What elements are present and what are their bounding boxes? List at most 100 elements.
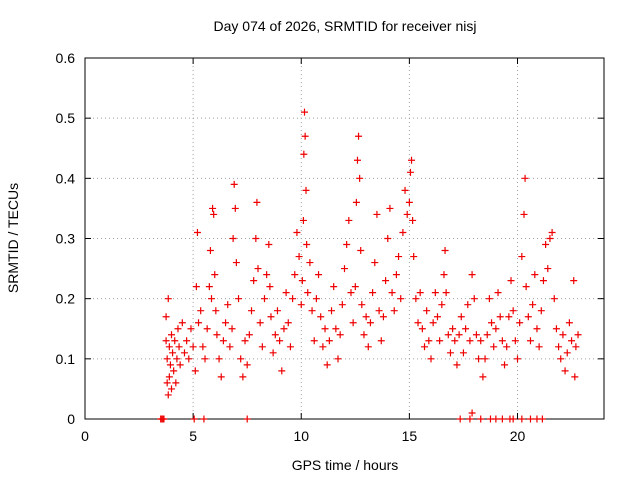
- data-point: [436, 337, 444, 345]
- data-point: [557, 355, 565, 363]
- plot-area-frame: [84, 57, 605, 420]
- data-point: [514, 355, 521, 363]
- data-point: [371, 259, 379, 267]
- y-tick-label: 0.6: [56, 50, 76, 66]
- data-point: [382, 277, 390, 285]
- data-point: [239, 373, 247, 381]
- data-point: [325, 337, 333, 345]
- data-point: [241, 337, 249, 345]
- data-point: [423, 307, 431, 315]
- data-point: [168, 385, 175, 393]
- data-point: [526, 337, 534, 345]
- data-point: [338, 301, 346, 309]
- data-point: [451, 337, 459, 345]
- data-point: [298, 277, 306, 285]
- data-point: [509, 307, 517, 315]
- data-point: [297, 301, 305, 309]
- data-point: [397, 295, 405, 303]
- data-point: [312, 295, 320, 303]
- data-point: [416, 289, 424, 297]
- data-point: [574, 331, 582, 339]
- data-point: [522, 283, 530, 291]
- data-point: [431, 289, 439, 297]
- data-point: [386, 204, 394, 212]
- data-point: [538, 415, 546, 423]
- x-tick-label: 5: [189, 428, 197, 444]
- data-point: [414, 319, 422, 327]
- data-point: [217, 373, 225, 381]
- data-point: [213, 331, 221, 339]
- data-point: [537, 307, 545, 315]
- data-point: [531, 271, 539, 279]
- data-point: [401, 186, 409, 194]
- data-point: [477, 415, 485, 423]
- data-point: [539, 277, 547, 285]
- data-point: [175, 343, 183, 351]
- data-point: [205, 283, 213, 291]
- data-point: [232, 259, 240, 267]
- data-point: [518, 253, 526, 261]
- data-point: [237, 355, 245, 363]
- data-point: [180, 349, 188, 357]
- data-point: [219, 337, 227, 345]
- data-point: [160, 415, 168, 423]
- x-tick-label: 0: [81, 428, 89, 444]
- data-point: [248, 307, 256, 315]
- data-point: [235, 295, 243, 303]
- data-point: [266, 283, 274, 291]
- data-point: [253, 198, 261, 206]
- data-point: [172, 379, 180, 387]
- data-point: [492, 325, 500, 333]
- data-point: [303, 241, 311, 249]
- data-point: [183, 337, 191, 345]
- data-point: [466, 415, 474, 423]
- y-tick-label: 0.1: [56, 351, 76, 367]
- data-point: [300, 108, 308, 116]
- data-point: [572, 343, 580, 351]
- data-point: [468, 271, 476, 279]
- data-point: [355, 132, 363, 140]
- data-point: [191, 367, 199, 375]
- data-point: [197, 307, 205, 315]
- data-point: [170, 367, 178, 375]
- data-point: [498, 415, 506, 423]
- data-point: [373, 210, 381, 218]
- data-point: [263, 271, 271, 279]
- data-point: [548, 228, 556, 236]
- data-point: [446, 349, 454, 357]
- data-point: [565, 319, 573, 327]
- data-point: [302, 186, 310, 194]
- data-point: [269, 349, 277, 357]
- data-point: [425, 337, 433, 345]
- data-point: [193, 228, 201, 236]
- data-point: [165, 343, 173, 351]
- data-point: [168, 331, 175, 339]
- data-point: [293, 228, 301, 236]
- y-tick-label: 0.4: [56, 170, 76, 186]
- data-point: [559, 331, 567, 339]
- data-point: [412, 295, 420, 303]
- data-point: [406, 168, 414, 176]
- data-point: [379, 313, 387, 321]
- data-point: [488, 319, 496, 327]
- data-point: [384, 235, 392, 242]
- data-point: [166, 361, 174, 369]
- data-point: [163, 355, 171, 363]
- data-point: [462, 325, 470, 333]
- data-point: [399, 228, 407, 236]
- data-point: [171, 337, 179, 345]
- data-point: [526, 415, 534, 423]
- data-point: [358, 301, 366, 309]
- data-point: [164, 391, 172, 399]
- data-points: [157, 108, 582, 423]
- data-point: [300, 150, 308, 158]
- data-point: [533, 325, 541, 333]
- data-point: [357, 247, 365, 255]
- data-point: [299, 216, 307, 224]
- data-point: [479, 373, 487, 381]
- data-point: [284, 319, 292, 327]
- tick-labels: 0 0.1 0.2 0.3 0.4 0.5 0.6 0 5 10 15 20: [56, 50, 526, 444]
- data-point: [341, 265, 348, 273]
- data-point: [201, 355, 209, 363]
